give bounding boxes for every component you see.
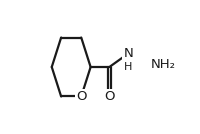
Text: N: N: [123, 47, 133, 60]
Text: NH₂: NH₂: [151, 58, 176, 71]
Text: H: H: [124, 62, 132, 72]
Text: O: O: [76, 90, 86, 103]
Text: O: O: [104, 90, 115, 103]
